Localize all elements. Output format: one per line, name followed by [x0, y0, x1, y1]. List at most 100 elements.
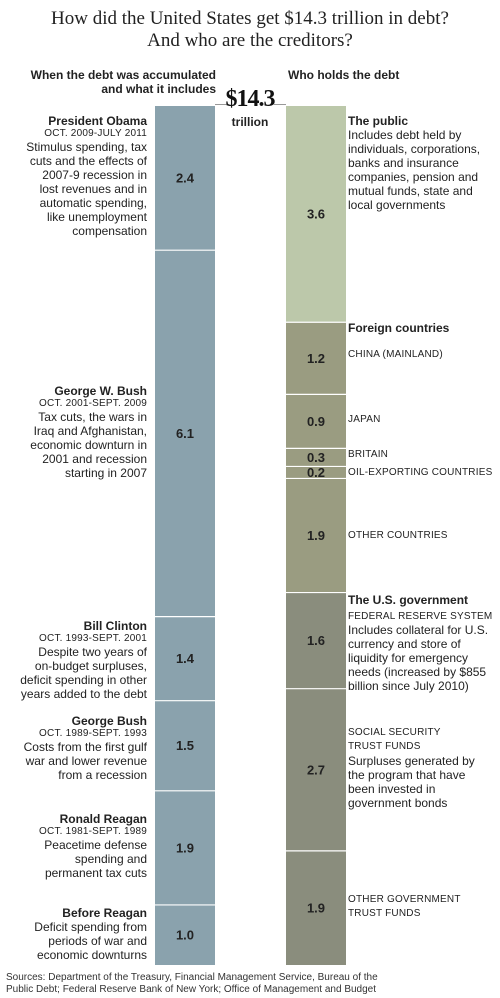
label-cap: SOCIAL SECURITY — [348, 727, 441, 738]
bar-segment-britain — [286, 448, 346, 467]
annotation-george-bush: George Bush OCT. 1989-SEPT. 1993 Costs f… — [6, 714, 147, 782]
bar-value-label: 1.2 — [307, 351, 325, 366]
label-cap: TRUST FUNDS — [348, 741, 421, 752]
annotation-desc-line: Peacetime defense — [44, 838, 147, 852]
bar-segment-george-w-bush — [155, 250, 215, 617]
bar-value-label: 1.4 — [176, 651, 195, 666]
left-column-header-line-1: When the debt was accumulated — [30, 68, 216, 82]
label-china: CHINA (MAINLAND) — [348, 349, 443, 360]
annotation-name: George W. Bush — [54, 384, 147, 398]
annotation-desc-line: Includes collateral for U.S. — [348, 623, 489, 637]
annotation-desc-line: starting in 2007 — [64, 466, 147, 480]
chart-title-line-2: And who are the creditors? — [147, 30, 353, 51]
bar-value-label: 0.2 — [307, 465, 325, 480]
label-japan: JAPAN — [348, 414, 381, 425]
annotation-dates: OCT. 2009-JULY 2011 — [44, 128, 147, 139]
annotation-george-w-bush: George W. Bush OCT. 2001-SEPT. 2009 Tax … — [6, 384, 147, 480]
label-cap: FEDERAL RESERVE SYSTEM — [348, 611, 493, 622]
annotation-dates: OCT. 1981-SEPT. 1989 — [39, 826, 147, 837]
bar-value-label: 0.9 — [307, 414, 325, 429]
annotation-dates: OCT. 2001-SEPT. 2009 — [39, 398, 147, 409]
annotation-desc-line: years added to the debt — [20, 687, 147, 701]
annotation-before-reagan: Before Reagan Deficit spending from peri… — [6, 906, 147, 962]
bar-segment-president-obama — [155, 106, 215, 251]
bar-value-label: 1.5 — [176, 738, 194, 753]
annotation-desc-line: been invested in — [348, 782, 436, 796]
annotation-desc-line: Surpluses generated by — [348, 754, 475, 768]
total-rule-right — [274, 104, 286, 105]
bar-segment-before-reagan — [155, 904, 215, 965]
bar-segment-george-bush — [155, 700, 215, 791]
annotation-desc-line: compensation — [72, 224, 147, 238]
bar-value-label: 0.3 — [307, 450, 325, 465]
annotation-desc-line: billion since July 2010) — [348, 679, 469, 693]
annotation-desc-line: government bonds — [348, 796, 448, 810]
bar-value-label: 3.6 — [307, 207, 325, 222]
label-federal-reserve: FEDERAL RESERVE SYSTEM Includes collater… — [348, 611, 498, 693]
annotation-desc-line: automatic spending, — [39, 196, 147, 210]
bar-segment-china-mainland — [286, 322, 346, 395]
total-unit: trillion — [231, 115, 269, 129]
group-heading-foreign: Foreign countries — [348, 321, 450, 335]
label-other-countries: OTHER COUNTRIES — [348, 530, 448, 541]
annotation-desc-line: Deficit spending from — [34, 920, 147, 934]
bar-segment-the-public — [286, 106, 346, 323]
annotation-desc-line: like unemployment — [46, 210, 147, 224]
bar-segment-other-government-trust-funds — [286, 850, 346, 965]
bar-value-label: 2.4 — [176, 171, 195, 186]
bar-value-label: 1.9 — [176, 840, 194, 855]
annotation-desc-line: liquidity for emergency — [348, 651, 469, 665]
annotation-desc-line: on-budget surpluses, — [34, 659, 147, 673]
sources-line-2: Public Debt; Federal Reserve Bank of New… — [6, 984, 377, 995]
label-oil-exporting: OIL-EXPORTING COUNTRIES — [348, 467, 493, 478]
bar-value-label: 1.9 — [307, 528, 325, 543]
annotation-desc-line: individuals, corporations, — [348, 142, 481, 156]
chart-title-line-1: How did the United States get $14.3 tril… — [51, 8, 449, 29]
annotation-desc-line: permanent tax cuts — [44, 866, 147, 880]
bar-segment-social-security-trust-funds — [286, 688, 346, 851]
annotation-bill-clinton: Bill Clinton OCT. 1993-SEPT. 2001 Despit… — [6, 619, 147, 701]
sources-note: Sources: Department of the Treasury, Fin… — [6, 972, 496, 996]
total-rule-left — [215, 104, 226, 105]
group-heading-us-government: The U.S. government — [348, 593, 469, 607]
annotation-name: The public — [348, 114, 408, 128]
annotation-desc-line: mutual funds, state and — [348, 184, 473, 198]
bar-segment-bill-clinton — [155, 616, 215, 701]
bar-segment-ronald-reagan — [155, 790, 215, 905]
label-cap: TRUST FUNDS — [348, 908, 421, 919]
bar-segment-japan — [286, 394, 346, 449]
annotation-desc-line: banks and insurance — [348, 156, 459, 170]
bar-value-label: 1.0 — [176, 927, 194, 942]
annotation-desc-line: economic downturns — [36, 948, 147, 962]
annotation-name: President Obama — [48, 114, 147, 128]
annotation-desc-line: needs (increased by $855 — [348, 665, 487, 679]
annotation-desc-line: Iraq and Afghanistan, — [33, 424, 147, 438]
annotation-name: Ronald Reagan — [59, 812, 147, 826]
annotation-desc-line: Costs from the first gulf — [23, 740, 147, 754]
annotation-name: Bill Clinton — [83, 619, 147, 633]
left-column-header: When the debt was accumulated and what i… — [0, 68, 216, 96]
annotation-desc-line: spending and — [74, 852, 147, 866]
left-column-header-line-2: and what it includes — [101, 82, 216, 96]
annotation-public: The public Includes debt held by individ… — [348, 114, 498, 212]
annotation-ronald-reagan: Ronald Reagan OCT. 1981-SEPT. 1989 Peace… — [6, 812, 147, 880]
chart-title: How did the United States get $14.3 tril… — [0, 8, 500, 52]
sources-line-1: Sources: Department of the Treasury, Fin… — [6, 972, 378, 983]
annotation-desc-line: the program that have — [348, 768, 466, 782]
total-amount: $14.3 — [225, 86, 276, 112]
label-social-security: SOCIAL SECURITY TRUST FUNDS Surpluses ge… — [348, 726, 498, 810]
annotation-dates: OCT. 1989-SEPT. 1993 — [39, 728, 147, 739]
label-other-government: OTHER GOVERNMENT TRUST FUNDS — [348, 893, 498, 921]
annotation-desc-line: Stimulus spending, tax — [26, 140, 147, 154]
annotation-desc-line: economic downturn in — [30, 438, 147, 452]
bar-value-label: 2.7 — [307, 762, 325, 777]
annotation-desc-line: currency and store of — [348, 637, 461, 651]
bar-value-label: 1.6 — [307, 633, 325, 648]
bar-segment-oil-exporting-countries — [286, 466, 346, 479]
annotation-name: George Bush — [71, 714, 147, 728]
annotation-desc-line: cuts and the effects of — [29, 154, 147, 168]
annotation-desc-line: Despite two years of — [38, 645, 147, 659]
right-column-header: Who holds the debt — [288, 68, 400, 82]
annotation-desc-line: periods of war and — [48, 934, 147, 948]
annotation-dates: OCT. 1993-SEPT. 2001 — [39, 633, 147, 644]
